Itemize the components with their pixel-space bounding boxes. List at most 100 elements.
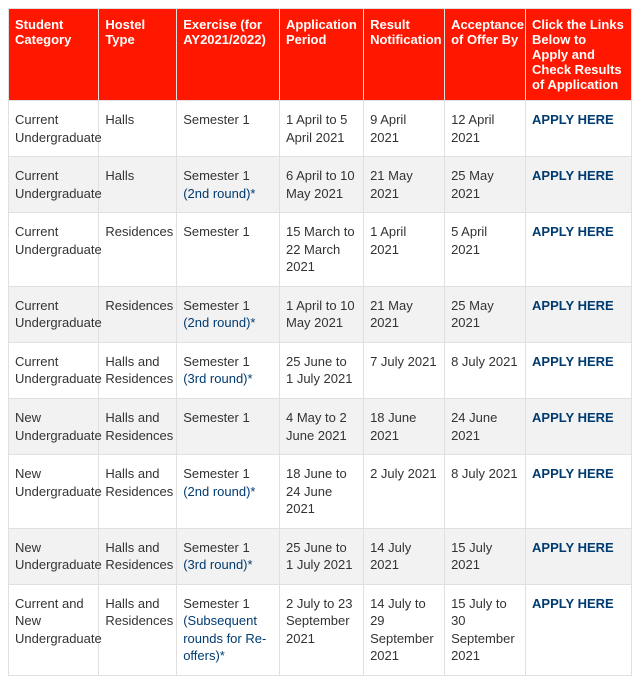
exercise-round-note: (2nd round)*	[183, 484, 255, 499]
cell-category: Current Undergraduate	[9, 342, 99, 398]
cell-apply-link: APPLY HERE	[526, 455, 632, 529]
cell-result: 21 May 2021	[364, 286, 445, 342]
cell-result: 21 May 2021	[364, 157, 445, 213]
apply-here-link[interactable]: APPLY HERE	[532, 298, 614, 313]
cell-apply-link: APPLY HERE	[526, 286, 632, 342]
cell-app-period: 2 July to 23 September 2021	[279, 584, 363, 675]
cell-category: Current Undergraduate	[9, 157, 99, 213]
col-header-category: Student Category	[9, 9, 99, 101]
cell-app-period: 1 April to 10 May 2021	[279, 286, 363, 342]
col-header-exercise: Exercise (for AY2021/2022)	[177, 9, 280, 101]
cell-hostel: Residences	[99, 213, 177, 287]
table-row: Current UndergraduateResidencesSemester …	[9, 286, 632, 342]
cell-result: 7 July 2021	[364, 342, 445, 398]
cell-apply-link: APPLY HERE	[526, 101, 632, 157]
exercise-round-note: (2nd round)*	[183, 186, 255, 201]
cell-result: 14 July to 29 September 2021	[364, 584, 445, 675]
cell-category: New Undergraduate	[9, 399, 99, 455]
cell-acceptance: 15 July 2021	[445, 528, 526, 584]
cell-exercise: Semester 1 (3rd round)*	[177, 528, 280, 584]
table-row: New UndergraduateHalls and Residences Sem…	[9, 399, 632, 455]
exercise-main: Semester 1	[183, 298, 249, 313]
exercise-round-note: (2nd round)*	[183, 315, 255, 330]
exercise-main: Semester 1	[183, 540, 249, 555]
exercise-main: Semester 1	[183, 224, 249, 239]
table-row: Current UndergraduateHallsSemester 1 (2n…	[9, 157, 632, 213]
apply-here-link[interactable]: APPLY HERE	[532, 354, 614, 369]
apply-here-link[interactable]: APPLY HERE	[532, 224, 614, 239]
cell-apply-link: APPLY HERE	[526, 584, 632, 675]
exercise-round-note: (3rd round)*	[183, 557, 252, 572]
col-header-link: Click the Links Below to Apply and Check…	[526, 9, 632, 101]
cell-apply-link: APPLY HERE	[526, 342, 632, 398]
col-header-hostel: Hostel Type	[99, 9, 177, 101]
cell-acceptance: 8 July 2021	[445, 342, 526, 398]
cell-apply-link: APPLY HERE	[526, 213, 632, 287]
cell-acceptance: 15 July to 30 September 2021	[445, 584, 526, 675]
exercise-main: Semester 1	[183, 466, 249, 481]
cell-exercise: Semester 1 (2nd round)*	[177, 286, 280, 342]
cell-result: 1 April 2021	[364, 213, 445, 287]
cell-hostel: Halls and Residences	[99, 342, 177, 398]
cell-exercise: Semester 1 (2nd round)*	[177, 157, 280, 213]
cell-app-period: 15 March to 22 March 2021	[279, 213, 363, 287]
apply-here-link[interactable]: APPLY HERE	[532, 168, 614, 183]
apply-here-link[interactable]: APPLY HERE	[532, 540, 614, 555]
exercise-round-note: (Subsequent rounds for Re-offers)*	[183, 613, 266, 663]
cell-app-period: 18 June to 24 June 2021	[279, 455, 363, 529]
cell-acceptance: 25 May 2021	[445, 157, 526, 213]
cell-acceptance: 25 May 2021	[445, 286, 526, 342]
cell-exercise: Semester 1 (3rd round)*	[177, 342, 280, 398]
cell-category: Current and New Undergraduate	[9, 584, 99, 675]
col-header-app-period: Application Period	[279, 9, 363, 101]
table-row: Current and New UndergraduateHalls and R…	[9, 584, 632, 675]
exercise-main: Semester 1	[183, 112, 249, 127]
exercise-main: Semester 1	[183, 596, 249, 611]
apply-here-link[interactable]: APPLY HERE	[532, 596, 614, 611]
cell-exercise: Semester 1	[177, 399, 280, 455]
apply-here-link[interactable]: APPLY HERE	[532, 410, 614, 425]
cell-category: New Undergraduate	[9, 455, 99, 529]
apply-here-link[interactable]: APPLY HERE	[532, 112, 614, 127]
cell-acceptance: 8 July 2021	[445, 455, 526, 529]
cell-app-period: 6 April to 10 May 2021	[279, 157, 363, 213]
table-row: New UndergraduateHalls and ResidencesSem…	[9, 528, 632, 584]
table-row: New UndergraduateHalls and ResidencesSem…	[9, 455, 632, 529]
cell-result: 18 June 2021	[364, 399, 445, 455]
cell-app-period: 1 April to 5 April 2021	[279, 101, 363, 157]
exercise-round-note: (3rd round)*	[183, 371, 252, 386]
exercise-main: Semester 1	[183, 410, 249, 425]
cell-category: Current Undergraduate	[9, 101, 99, 157]
cell-result: 9 April 2021	[364, 101, 445, 157]
apply-here-link[interactable]: APPLY HERE	[532, 466, 614, 481]
table-row: Current UndergraduateHalls and Residence…	[9, 342, 632, 398]
cell-apply-link: APPLY HERE	[526, 157, 632, 213]
cell-hostel: Halls and Residences	[99, 528, 177, 584]
table-header-row: Student Category Hostel Type Exercise (f…	[9, 9, 632, 101]
cell-hostel: Halls	[99, 101, 177, 157]
exercise-main: Semester 1	[183, 354, 249, 369]
hostel-application-table: Student Category Hostel Type Exercise (f…	[8, 8, 632, 676]
cell-hostel: Residences	[99, 286, 177, 342]
cell-category: Current Undergraduate	[9, 286, 99, 342]
cell-hostel: Halls and Residences	[99, 584, 177, 675]
cell-result: 14 July 2021	[364, 528, 445, 584]
cell-result: 2 July 2021	[364, 455, 445, 529]
cell-hostel: Halls and Residences	[99, 399, 177, 455]
cell-exercise: Semester 1	[177, 101, 280, 157]
cell-app-period: 4 May to 2 June 2021	[279, 399, 363, 455]
cell-acceptance: 5 April 2021	[445, 213, 526, 287]
cell-category: New Undergraduate	[9, 528, 99, 584]
cell-exercise: Semester 1	[177, 213, 280, 287]
col-header-result: Result Notification	[364, 9, 445, 101]
cell-hostel: Halls	[99, 157, 177, 213]
table-row: Current UndergraduateHalls Semester 1 1 Ap…	[9, 101, 632, 157]
cell-acceptance: 24 June 2021	[445, 399, 526, 455]
col-header-acceptance: Acceptance of Offer By	[445, 9, 526, 101]
cell-app-period: 25 June to 1 July 2021	[279, 342, 363, 398]
cell-category: Current Undergraduate	[9, 213, 99, 287]
cell-exercise: Semester 1 (2nd round)*	[177, 455, 280, 529]
exercise-main: Semester 1	[183, 168, 249, 183]
cell-apply-link: APPLY HERE	[526, 528, 632, 584]
cell-app-period: 25 June to 1 July 2021	[279, 528, 363, 584]
